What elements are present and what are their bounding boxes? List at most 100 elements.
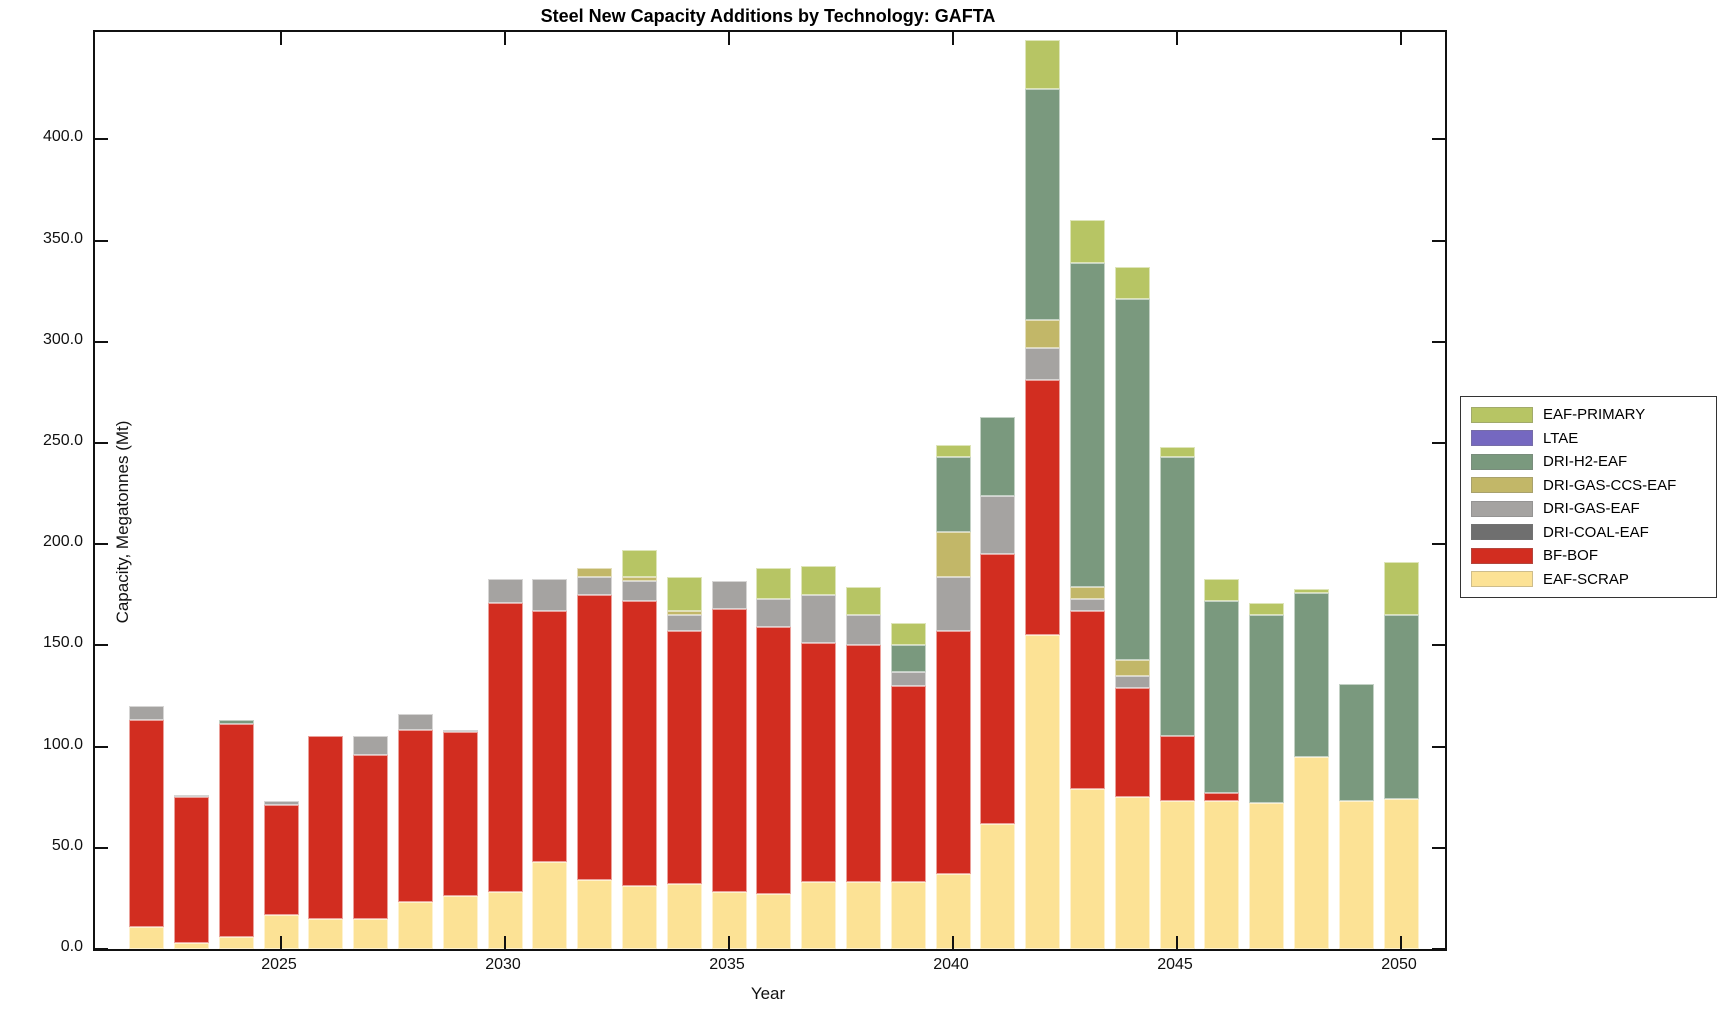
segment-dri-gas-eaf-2032 bbox=[577, 576, 613, 595]
segment-dri-gas-ccs-eaf-2032 bbox=[577, 568, 613, 577]
segment-bf-bof-2044 bbox=[1114, 687, 1150, 798]
bar-2050 bbox=[1383, 562, 1419, 949]
segment-eaf-scrap-2037 bbox=[801, 882, 837, 949]
segment-eaf-primary-2037 bbox=[801, 566, 837, 595]
bar-2041 bbox=[980, 416, 1016, 949]
bar-2022 bbox=[129, 706, 165, 949]
segment-dri-gas-ccs-eaf-2034 bbox=[666, 610, 702, 616]
segment-eaf-primary-2033 bbox=[621, 550, 657, 577]
segment-bf-bof-2023 bbox=[173, 797, 209, 943]
x-tick-mark bbox=[1176, 32, 1178, 45]
segment-bf-bof-2024 bbox=[218, 724, 254, 937]
segment-dri-gas-eaf-2044 bbox=[1114, 675, 1150, 688]
y-tick-mark bbox=[95, 340, 108, 343]
segment-eaf-primary-2043 bbox=[1069, 220, 1105, 263]
segment-dri-gas-eaf-2023 bbox=[173, 795, 209, 798]
y-tick-mark bbox=[95, 441, 108, 444]
segment-dri-h2-eaf-2045 bbox=[1159, 457, 1195, 737]
segment-dri-h2-eaf-2047 bbox=[1249, 615, 1285, 804]
segment-bf-bof-2034 bbox=[666, 631, 702, 885]
segment-dri-h2-eaf-2043 bbox=[1069, 262, 1105, 587]
y-tick-mark bbox=[1432, 441, 1445, 444]
segment-bf-bof-2043 bbox=[1069, 610, 1105, 790]
y-tick-mark bbox=[1432, 340, 1445, 343]
segment-bf-bof-2040 bbox=[935, 631, 971, 875]
segment-eaf-scrap-2048 bbox=[1293, 756, 1329, 949]
segment-dri-h2-eaf-2039 bbox=[890, 645, 926, 672]
legend-row-dri-gas-eaf: DRI-GAS-EAF bbox=[1471, 497, 1716, 521]
segment-eaf-scrap-2043 bbox=[1069, 789, 1105, 949]
segment-eaf-scrap-2044 bbox=[1114, 797, 1150, 949]
bar-2028 bbox=[397, 714, 433, 949]
bar-2045 bbox=[1159, 447, 1195, 949]
legend-box: EAF-PRIMARY LTAE DRI-H2-EAF DRI-GAS-CCS-EAF… bbox=[1460, 396, 1717, 598]
legend-label: EAF-PRIMARY bbox=[1543, 406, 1646, 424]
y-tick-mark bbox=[1432, 138, 1445, 141]
x-tick-mark bbox=[280, 936, 282, 949]
segment-eaf-primary-2040 bbox=[935, 445, 971, 458]
x-tick-mark bbox=[952, 32, 954, 45]
plot-area: Capacity, Megatonnes (Mt) bbox=[93, 30, 1447, 951]
segment-bf-bof-2030 bbox=[487, 602, 523, 893]
segment-dri-gas-eaf-2043 bbox=[1069, 598, 1105, 611]
segment-eaf-primary-2044 bbox=[1114, 266, 1150, 300]
y-tick-mark bbox=[95, 543, 108, 546]
y-tick-label: 300.0 bbox=[42, 330, 83, 348]
legend-label: DRI-COAL-EAF bbox=[1543, 523, 1649, 541]
segment-dri-gas-eaf-2028 bbox=[397, 714, 433, 731]
x-tick-mark bbox=[952, 936, 954, 949]
segment-eaf-scrap-2049 bbox=[1338, 801, 1374, 949]
segment-dri-h2-eaf-2024 bbox=[218, 720, 254, 725]
segment-bf-bof-2026 bbox=[308, 736, 344, 919]
segment-bf-bof-2037 bbox=[801, 643, 837, 883]
y-tick-mark bbox=[95, 239, 108, 242]
bar-2033 bbox=[621, 550, 657, 949]
segment-dri-h2-eaf-2040 bbox=[935, 457, 971, 533]
segment-eaf-scrap-2028 bbox=[397, 902, 433, 949]
bar-2025 bbox=[263, 801, 299, 949]
y-tick-label: 200.0 bbox=[42, 533, 83, 551]
segment-dri-gas-eaf-2039 bbox=[890, 671, 926, 686]
segment-eaf-scrap-2047 bbox=[1249, 803, 1285, 949]
segment-dri-gas-eaf-2033 bbox=[621, 580, 657, 601]
segment-eaf-primary-2050 bbox=[1383, 562, 1419, 615]
x-tick-label: 2040 bbox=[933, 956, 969, 973]
segment-eaf-primary-2042 bbox=[1025, 40, 1061, 89]
segment-eaf-scrap-2038 bbox=[845, 882, 881, 949]
segment-bf-bof-2022 bbox=[129, 720, 165, 927]
bar-2037 bbox=[801, 566, 837, 949]
segment-eaf-scrap-2042 bbox=[1025, 635, 1061, 949]
segment-dri-gas-eaf-2034 bbox=[666, 615, 702, 632]
bar-2023 bbox=[173, 795, 209, 949]
segment-bf-bof-2045 bbox=[1159, 736, 1195, 802]
segment-eaf-scrap-2036 bbox=[756, 894, 792, 949]
segment-dri-gas-ccs-eaf-2033 bbox=[621, 576, 657, 581]
y-tick-label: 100.0 bbox=[42, 735, 83, 753]
segment-dri-gas-eaf-2038 bbox=[845, 615, 881, 646]
y-tick-label: 50.0 bbox=[51, 836, 83, 854]
segment-bf-bof-2032 bbox=[577, 594, 613, 881]
x-tick-mark bbox=[1176, 936, 1178, 949]
legend-row-dri-gas-ccs-eaf: DRI-GAS-CCS-EAF bbox=[1471, 474, 1716, 498]
bar-2026 bbox=[308, 736, 344, 949]
segment-dri-h2-eaf-2049 bbox=[1338, 683, 1374, 802]
segment-bf-bof-2033 bbox=[621, 600, 657, 887]
bar-2039 bbox=[890, 623, 926, 949]
x-tick-label: 2050 bbox=[1381, 956, 1417, 973]
legend-swatch-dri-coal-eaf bbox=[1471, 524, 1533, 541]
segment-bf-bof-2036 bbox=[756, 627, 792, 895]
segment-eaf-scrap-2050 bbox=[1383, 799, 1419, 949]
legend-label: DRI-GAS-EAF bbox=[1543, 500, 1640, 518]
segment-eaf-scrap-2046 bbox=[1204, 801, 1240, 949]
bar-2030 bbox=[487, 578, 523, 949]
legend-swatch-eaf-primary bbox=[1471, 406, 1533, 423]
y-tick-label: 0.0 bbox=[60, 938, 83, 955]
segment-eaf-scrap-2022 bbox=[129, 926, 165, 949]
segment-dri-gas-eaf-2037 bbox=[801, 594, 837, 644]
legend-label: DRI-H2-EAF bbox=[1543, 453, 1628, 471]
bar-2031 bbox=[532, 578, 568, 949]
bar-2032 bbox=[577, 568, 613, 949]
y-tick-mark bbox=[95, 948, 108, 950]
x-tick-mark bbox=[1400, 32, 1402, 45]
segment-dri-gas-eaf-2030 bbox=[487, 578, 523, 603]
